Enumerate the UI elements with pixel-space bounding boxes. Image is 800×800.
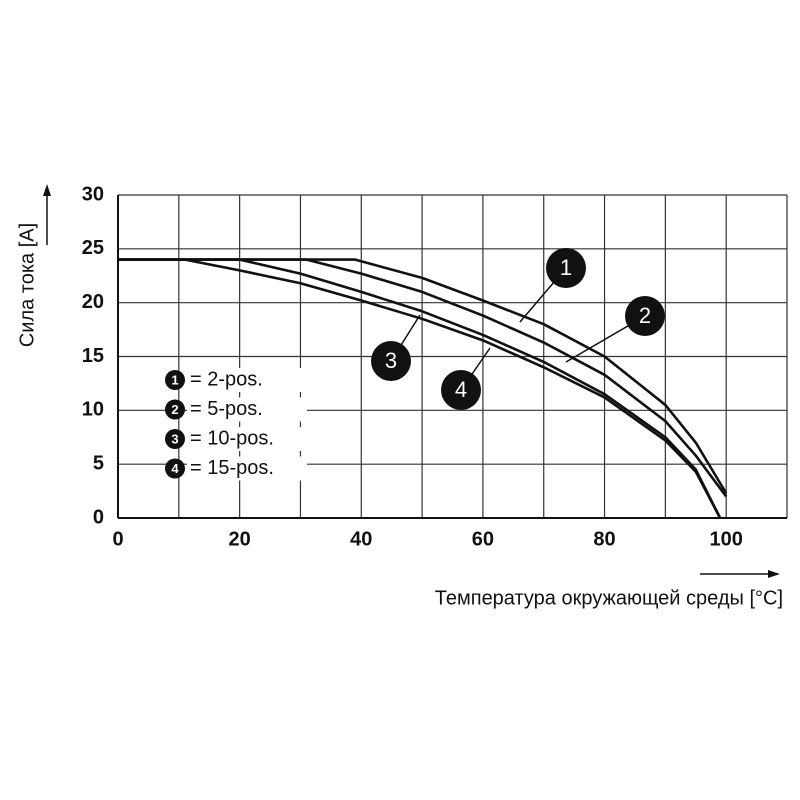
callout-circle [625, 296, 665, 336]
y-tick-label: 30 [82, 183, 104, 205]
y-tick-label: 0 [93, 506, 104, 528]
legend-marker-label: 3 [171, 431, 178, 446]
callout-circle [546, 248, 586, 288]
y-tick-label: 5 [93, 452, 104, 474]
y-axis-label: Сила тока [A] [16, 223, 38, 347]
x-tick-label: 80 [593, 528, 615, 550]
x-tick-label: 40 [350, 528, 372, 550]
legend-bg [187, 397, 307, 422]
legend-marker [165, 370, 185, 390]
legend-bg [187, 427, 307, 451]
callout-label: 2 [639, 303, 651, 328]
legend-marker-label: 2 [171, 402, 178, 417]
x-arrow-head [768, 570, 780, 578]
y-tick-label: 20 [82, 291, 104, 313]
callout-label: 4 [455, 377, 467, 402]
curve [118, 258, 728, 498]
x-tick-label: 20 [229, 528, 251, 550]
x-axis-label: Температура окружающей среды [°C] [435, 587, 783, 609]
legend-marker [165, 458, 185, 479]
legend-label: = 15-pos. [190, 457, 274, 479]
legend-marker [165, 399, 185, 420]
y-arrow-head [43, 184, 51, 196]
curve [118, 258, 722, 519]
x-tick-label: 100 [709, 528, 742, 550]
y-tick-label: 25 [82, 237, 104, 259]
legend-bg [187, 368, 307, 392]
curve [118, 258, 728, 494]
legend-bg [187, 456, 307, 481]
y-tick-label: 15 [82, 345, 104, 367]
legend-label: = 5-pos. [190, 398, 263, 420]
legend-label: = 10-pos. [190, 427, 274, 449]
x-tick-label: 0 [112, 528, 123, 550]
callout-circle [441, 370, 481, 410]
x-tick-label: 60 [472, 528, 494, 550]
callout-circle [371, 341, 411, 381]
y-tick-label: 10 [82, 399, 104, 421]
callout-label: 3 [385, 348, 397, 373]
curve [118, 258, 722, 519]
callout-label: 1 [560, 255, 572, 280]
legend-marker-label: 4 [171, 461, 179, 476]
legend-marker [165, 429, 185, 449]
legend-label: = 2-pos. [190, 368, 263, 390]
legend-marker-label: 1 [171, 372, 178, 387]
